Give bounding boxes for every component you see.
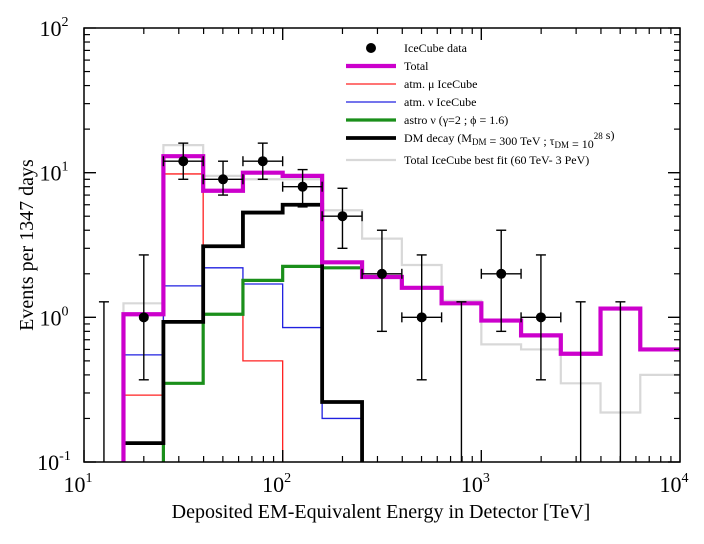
y-tick-label: 100: [40, 304, 69, 330]
data-point: [361, 229, 403, 333]
legend-item: Total: [346, 59, 429, 73]
histogram-atm-icecube: [122, 267, 363, 462]
legend-item: IceCube data: [366, 41, 468, 55]
legend-item: Total IceCube best fit (60 TeV- 3 PeV): [346, 153, 589, 167]
histogram-dm-decay: [121, 202, 364, 462]
x-tick-label: 101: [64, 471, 93, 497]
axis-ticks: 101 102 103 104 10-1 100 101 102: [37, 15, 688, 497]
legend-label: DM decay (MDM = 300 TeV ; τDM = 1028 s): [404, 128, 614, 151]
data-point: [281, 168, 323, 208]
x-axis-label: Deposited EM-Equivalent Energy in Detect…: [172, 501, 591, 523]
upper-limit-bar: [615, 301, 626, 462]
data-point: [401, 254, 443, 381]
legend-item: astro ν (γ=2 ; ϕ = 1.6): [346, 113, 508, 127]
legend-label: astro ν (γ=2 ; ϕ = 1.6): [404, 113, 508, 127]
legend-swatch: [366, 43, 376, 53]
data-point: [242, 142, 284, 180]
legend-label: IceCube data: [404, 41, 468, 55]
x-tick-label: 104: [660, 471, 689, 497]
legend-label: atm. ν IceCube: [404, 95, 476, 109]
legend-item: atm. ν IceCube: [346, 95, 476, 109]
data-point: [138, 254, 149, 381]
legend-label: Total: [404, 59, 429, 73]
x-tick-label: 103: [461, 471, 490, 497]
upper-limit-bar: [98, 301, 109, 462]
data-point: [321, 187, 363, 250]
plot-frame: [83, 27, 681, 463]
y-tick-label: 10-1: [37, 449, 71, 475]
y-axis-label: Events per 1347 days: [16, 159, 38, 331]
data-point: [162, 142, 204, 180]
data-point: [520, 254, 562, 381]
data-point: [202, 160, 244, 196]
upper-limit-bar: [575, 301, 586, 462]
histogram-astro: [161, 264, 680, 462]
legend: IceCube data Total atm. μ IceCube atm. ν Ic…: [346, 41, 614, 167]
data-point: [480, 229, 522, 333]
y-tick-label: 101: [40, 160, 69, 186]
upper-limit-bar: [456, 301, 467, 462]
x-tick-label: 102: [262, 471, 291, 497]
legend-label: Total IceCube best fit (60 TeV- 3 PeV): [404, 153, 589, 167]
legend-label: atm. μ IceCube: [404, 77, 477, 91]
legend-item: DM decay (MDM = 300 TeV ; τDM = 1028 s): [346, 128, 614, 151]
legend-item: atm. μ IceCube: [346, 77, 477, 91]
histogram-atm-icecube: [122, 173, 284, 462]
data-point-layer: [98, 142, 626, 462]
y-tick-label: 102: [40, 15, 69, 41]
